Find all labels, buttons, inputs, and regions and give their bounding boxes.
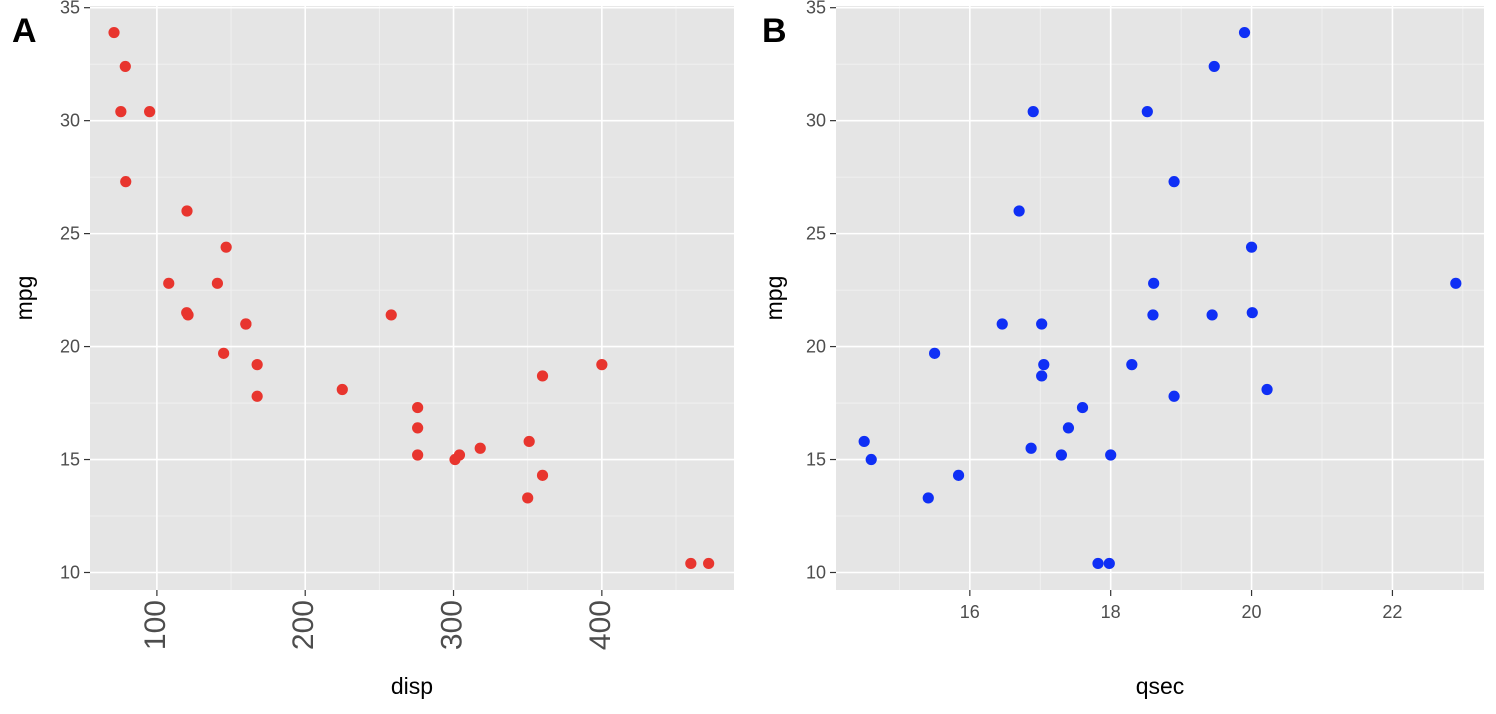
y-tick-label: 35 xyxy=(60,0,80,18)
x-tick-label: 16 xyxy=(960,602,980,622)
data-point xyxy=(1038,359,1050,371)
data-point xyxy=(536,370,549,382)
x-tick-label: 400 xyxy=(584,600,617,650)
data-point xyxy=(536,469,549,481)
data-point xyxy=(523,435,535,448)
data-point xyxy=(1168,176,1180,188)
panel-tag: B xyxy=(762,12,787,50)
data-point xyxy=(144,106,156,118)
data-point xyxy=(449,453,461,466)
panel-a: 10 15 20 25 30 35 100 200 300 400 disp mpg A xyxy=(11,0,734,699)
data-point xyxy=(865,453,877,466)
data-point xyxy=(108,26,120,39)
data-point xyxy=(385,309,397,321)
data-point xyxy=(412,401,424,414)
x-tick-label: 300 xyxy=(435,600,468,650)
data-point xyxy=(922,492,934,504)
data-point xyxy=(218,347,230,359)
data-point xyxy=(1245,241,1258,253)
data-point xyxy=(596,359,608,371)
data-point xyxy=(1168,390,1180,402)
data-point xyxy=(1055,449,1067,461)
y-tick-label: 20 xyxy=(60,337,80,357)
data-point xyxy=(474,442,486,454)
data-point xyxy=(163,277,175,289)
x-tick-label: 20 xyxy=(1242,602,1262,622)
data-point xyxy=(120,176,132,188)
data-point xyxy=(522,492,534,504)
data-point xyxy=(1450,277,1462,289)
y-tick-label: 15 xyxy=(806,450,826,470)
data-point xyxy=(412,449,424,461)
data-point xyxy=(1062,422,1075,434)
data-point xyxy=(1246,307,1258,319)
data-point xyxy=(996,318,1008,330)
y-tick-label: 30 xyxy=(60,111,80,131)
data-point xyxy=(240,318,252,330)
data-point xyxy=(1076,401,1089,414)
y-tick-label: 25 xyxy=(60,224,80,244)
x-tick-label: 22 xyxy=(1382,602,1402,622)
data-point xyxy=(119,60,131,73)
data-point xyxy=(1036,318,1048,330)
data-point xyxy=(211,277,224,289)
data-point xyxy=(1148,277,1160,289)
data-point xyxy=(251,359,263,371)
data-point xyxy=(1147,309,1159,321)
data-point xyxy=(1025,442,1037,454)
data-point xyxy=(1141,106,1153,118)
data-point xyxy=(115,106,127,118)
data-point xyxy=(1261,383,1273,396)
y-tick-label: 10 xyxy=(806,562,826,582)
data-point xyxy=(1208,60,1220,73)
data-point xyxy=(1126,359,1138,371)
data-point xyxy=(1103,557,1115,570)
plot-background xyxy=(90,6,734,590)
x-axis-title: qsec xyxy=(1136,673,1185,699)
plot-background xyxy=(836,6,1484,590)
data-point xyxy=(1238,26,1251,39)
data-point xyxy=(412,422,424,434)
y-axis-title: mpg xyxy=(761,276,787,321)
y-tick-label: 15 xyxy=(60,450,80,470)
data-point xyxy=(685,557,697,570)
data-point xyxy=(182,309,194,321)
x-tick-label: 100 xyxy=(139,600,172,650)
panel-b: 10 15 20 25 30 35 16 18 20 22 qsec mpg B xyxy=(761,0,1484,699)
y-tick-label: 35 xyxy=(806,0,826,18)
y-tick-label: 25 xyxy=(806,224,826,244)
data-point xyxy=(251,390,263,402)
data-point xyxy=(1092,557,1104,570)
data-point xyxy=(181,205,193,217)
data-point xyxy=(1027,106,1039,118)
panel-tag: A xyxy=(12,12,37,50)
data-point xyxy=(1105,449,1117,461)
x-tick-label: 200 xyxy=(287,600,320,650)
data-point xyxy=(952,469,965,481)
y-tick-label: 10 xyxy=(60,562,80,582)
x-tick-label: 18 xyxy=(1101,602,1121,622)
data-point xyxy=(1206,309,1218,321)
data-point xyxy=(858,435,870,448)
y-tick-label: 30 xyxy=(806,111,826,131)
x-axis-title: disp xyxy=(391,673,433,699)
data-point xyxy=(336,383,348,396)
data-point xyxy=(703,557,715,570)
data-point xyxy=(1036,370,1048,382)
y-axis-title: mpg xyxy=(11,276,37,321)
y-tick-label: 20 xyxy=(806,337,826,357)
data-point xyxy=(929,347,941,359)
data-point xyxy=(1013,205,1025,217)
data-point xyxy=(220,241,232,253)
